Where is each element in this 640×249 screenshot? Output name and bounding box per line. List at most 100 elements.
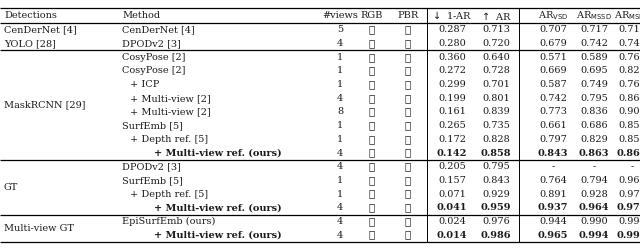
Text: 0.199: 0.199 bbox=[438, 94, 466, 103]
Text: ✓: ✓ bbox=[369, 217, 375, 226]
Text: 0.071: 0.071 bbox=[438, 189, 466, 199]
Text: 0.797: 0.797 bbox=[539, 135, 567, 144]
Text: 0.686: 0.686 bbox=[580, 121, 608, 130]
Text: 0.821: 0.821 bbox=[618, 66, 640, 75]
Text: ✓: ✓ bbox=[369, 108, 375, 117]
Text: 0.864: 0.864 bbox=[618, 94, 640, 103]
Text: ✓: ✓ bbox=[405, 53, 411, 62]
Text: RGB: RGB bbox=[361, 11, 383, 20]
Text: 0.891: 0.891 bbox=[539, 189, 567, 199]
Text: 0.749: 0.749 bbox=[580, 80, 608, 89]
Text: AR$_{\rm MSSD}$: AR$_{\rm MSSD}$ bbox=[576, 9, 612, 22]
Text: ✓: ✓ bbox=[405, 217, 411, 226]
Text: ✗: ✗ bbox=[369, 80, 375, 89]
Text: 1: 1 bbox=[337, 66, 343, 75]
Text: -: - bbox=[552, 162, 555, 171]
Text: 0.836: 0.836 bbox=[580, 108, 608, 117]
Text: + Multi-view [2]: + Multi-view [2] bbox=[130, 94, 211, 103]
Text: 0.869: 0.869 bbox=[617, 149, 640, 158]
Text: CosyPose [2]: CosyPose [2] bbox=[122, 53, 186, 62]
Text: ✗: ✗ bbox=[369, 203, 375, 212]
Text: 0.728: 0.728 bbox=[482, 66, 510, 75]
Text: 0.795: 0.795 bbox=[482, 162, 510, 171]
Text: ✓: ✓ bbox=[369, 39, 375, 48]
Text: 0.640: 0.640 bbox=[482, 53, 510, 62]
Text: + Multi-view ref. (ours): + Multi-view ref. (ours) bbox=[154, 149, 282, 158]
Text: 0.928: 0.928 bbox=[580, 189, 608, 199]
Text: 0.839: 0.839 bbox=[482, 108, 510, 117]
Text: ✗: ✗ bbox=[405, 94, 411, 103]
Text: + ICP: + ICP bbox=[130, 80, 159, 89]
Text: 0.041: 0.041 bbox=[436, 203, 467, 212]
Text: 0.701: 0.701 bbox=[482, 80, 510, 89]
Text: 0.272: 0.272 bbox=[438, 66, 466, 75]
Text: 0.990: 0.990 bbox=[580, 217, 608, 226]
Text: 0.773: 0.773 bbox=[539, 108, 567, 117]
Text: 0.157: 0.157 bbox=[438, 176, 466, 185]
Text: + Multi-view ref. (ours): + Multi-view ref. (ours) bbox=[154, 231, 282, 240]
Text: 0.742: 0.742 bbox=[580, 39, 608, 48]
Text: ✗: ✗ bbox=[369, 135, 375, 144]
Text: 0.024: 0.024 bbox=[438, 217, 466, 226]
Text: Detections: Detections bbox=[4, 11, 57, 20]
Text: 0.907: 0.907 bbox=[618, 108, 640, 117]
Text: 0.986: 0.986 bbox=[481, 231, 511, 240]
Text: ✓: ✓ bbox=[369, 231, 375, 240]
Text: 0.735: 0.735 bbox=[482, 121, 510, 130]
Text: 0.959: 0.959 bbox=[481, 203, 511, 212]
Text: 4: 4 bbox=[337, 149, 343, 158]
Text: 0.929: 0.929 bbox=[482, 189, 510, 199]
Text: 0.571: 0.571 bbox=[539, 53, 567, 62]
Text: PBR: PBR bbox=[397, 11, 419, 20]
Text: ✓: ✓ bbox=[369, 25, 375, 34]
Text: 0.695: 0.695 bbox=[580, 66, 608, 75]
Text: 0.998: 0.998 bbox=[617, 231, 640, 240]
Text: 0.858: 0.858 bbox=[481, 149, 511, 158]
Text: 0.828: 0.828 bbox=[482, 135, 510, 144]
Text: ✓: ✓ bbox=[369, 53, 375, 62]
Text: SurfEmb [5]: SurfEmb [5] bbox=[122, 176, 183, 185]
Text: DPODv2 [3]: DPODv2 [3] bbox=[122, 162, 181, 171]
Text: -: - bbox=[630, 162, 634, 171]
Text: 8: 8 bbox=[337, 108, 343, 117]
Text: ✓: ✓ bbox=[369, 176, 375, 185]
Text: 4: 4 bbox=[337, 203, 343, 212]
Text: 0.944: 0.944 bbox=[539, 217, 567, 226]
Text: 0.863: 0.863 bbox=[579, 149, 609, 158]
Text: 0.964: 0.964 bbox=[579, 203, 609, 212]
Text: 0.764: 0.764 bbox=[539, 176, 567, 185]
Text: 0.976: 0.976 bbox=[617, 203, 640, 212]
Text: ✗: ✗ bbox=[405, 39, 411, 48]
Text: 0.142: 0.142 bbox=[437, 149, 467, 158]
Text: 0.795: 0.795 bbox=[580, 94, 608, 103]
Text: ✓: ✓ bbox=[369, 94, 375, 103]
Text: ✓: ✓ bbox=[369, 66, 375, 75]
Text: CosyPose [2]: CosyPose [2] bbox=[122, 66, 186, 75]
Text: 0.969: 0.969 bbox=[618, 176, 640, 185]
Text: 5: 5 bbox=[337, 25, 343, 34]
Text: ✗: ✗ bbox=[405, 66, 411, 75]
Text: 0.794: 0.794 bbox=[580, 176, 608, 185]
Text: 0.014: 0.014 bbox=[436, 231, 467, 240]
Text: ✓: ✓ bbox=[405, 135, 411, 144]
Text: 0.661: 0.661 bbox=[539, 121, 567, 130]
Text: 0.205: 0.205 bbox=[438, 162, 466, 171]
Text: 4: 4 bbox=[337, 39, 343, 48]
Text: + Depth ref. [5]: + Depth ref. [5] bbox=[130, 189, 208, 199]
Text: #views: #views bbox=[322, 11, 358, 20]
Text: 0.715: 0.715 bbox=[618, 25, 640, 34]
Text: ✓: ✓ bbox=[405, 189, 411, 199]
Text: YOLO [28]: YOLO [28] bbox=[4, 39, 56, 48]
Text: Method: Method bbox=[122, 11, 160, 20]
Text: 1: 1 bbox=[337, 80, 343, 89]
Text: ✓: ✓ bbox=[405, 176, 411, 185]
Text: 4: 4 bbox=[337, 94, 343, 103]
Text: DPODv2 [3]: DPODv2 [3] bbox=[122, 39, 181, 48]
Text: $\downarrow$ 1-AR: $\downarrow$ 1-AR bbox=[431, 10, 472, 21]
Text: 0.937: 0.937 bbox=[538, 203, 568, 212]
Text: ✓: ✓ bbox=[369, 162, 375, 171]
Text: 0.740: 0.740 bbox=[618, 39, 640, 48]
Text: 1: 1 bbox=[337, 176, 343, 185]
Text: 0.742: 0.742 bbox=[539, 94, 567, 103]
Text: SurfEmb [5]: SurfEmb [5] bbox=[122, 121, 183, 130]
